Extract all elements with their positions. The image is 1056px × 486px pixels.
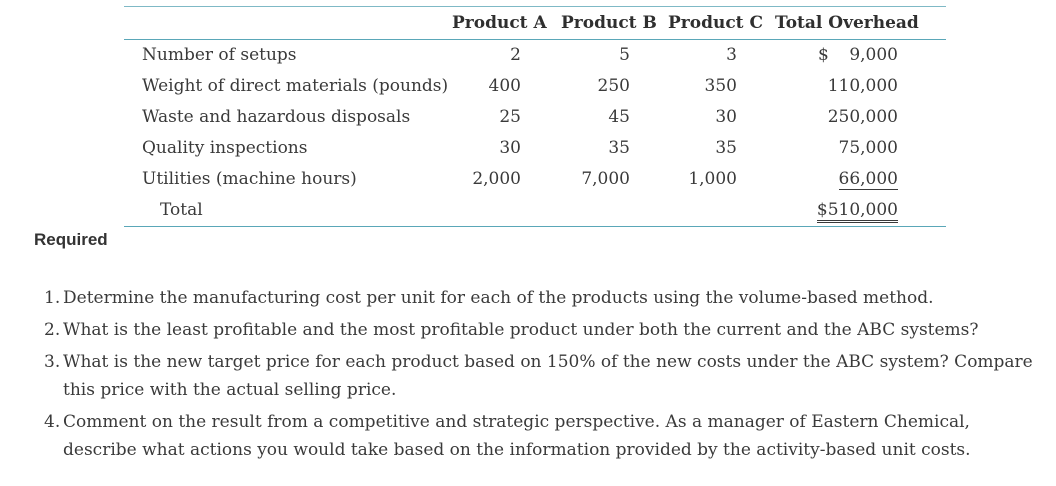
cell-product-b: 7,000 xyxy=(581,169,630,189)
cell-total-overhead: 9,000 xyxy=(849,45,898,65)
row-label: Number of setups xyxy=(142,45,297,65)
table-row: Utilities (machine hours) 2,000 7,000 1,… xyxy=(124,164,946,195)
cell-product-a: 30 xyxy=(499,138,521,158)
list-item: 4. Comment on the result from a competit… xyxy=(44,408,1034,464)
cell-product-c: 1,000 xyxy=(688,169,737,189)
question-number: 2. xyxy=(44,320,61,340)
total-label: Total xyxy=(160,200,203,220)
overhead-table: Product A Product B Product C Total Over… xyxy=(124,6,946,227)
list-item: 3. What is the new target price for each… xyxy=(44,348,1034,404)
question-number: 4. xyxy=(44,412,61,432)
table-total-row: Total $510,000 xyxy=(124,195,946,227)
header-product-a: Product A xyxy=(452,13,547,33)
cell-product-c: 35 xyxy=(715,138,737,158)
list-item: 1. Determine the manufacturing cost per … xyxy=(44,284,1034,312)
double-underlined-value: $510,000 xyxy=(816,200,898,223)
cell-product-a: 2 xyxy=(510,45,521,65)
question-number: 3. xyxy=(44,352,61,372)
cell-product-c: 30 xyxy=(715,107,737,127)
questions-list: 1. Determine the manufacturing cost per … xyxy=(44,284,1034,468)
table-row: Quality inspections 30 35 35 75,000 xyxy=(124,133,946,164)
list-item: 2. What is the least profitable and the … xyxy=(44,316,1034,344)
cell-product-a: 25 xyxy=(499,107,521,127)
cell-total-overhead: 66,000 xyxy=(823,169,898,190)
dollar-sign: $ xyxy=(818,45,829,65)
row-label: Weight of direct materials (pounds) xyxy=(142,76,449,96)
cell-product-b: 250 xyxy=(597,76,630,96)
grand-total: $510,000 xyxy=(816,200,898,223)
cell-product-a: 400 xyxy=(488,76,521,96)
question-text: Determine the manufacturing cost per uni… xyxy=(63,288,934,308)
header-product-c: Product C xyxy=(668,13,763,33)
row-label: Waste and hazardous disposals xyxy=(142,107,411,127)
cell-product-c: 350 xyxy=(704,76,737,96)
cell-total-overhead: 75,000 xyxy=(838,138,898,158)
cell-product-b: 45 xyxy=(608,107,630,127)
question-number: 1. xyxy=(44,288,61,308)
table-header-row: Product A Product B Product C Total Over… xyxy=(124,7,946,40)
cell-product-b: 35 xyxy=(608,138,630,158)
cell-product-a: 2,000 xyxy=(472,169,521,189)
cell-product-c: 3 xyxy=(726,45,737,65)
cell-total-overhead: 110,000 xyxy=(827,76,898,96)
underlined-value: 66,000 xyxy=(838,169,898,190)
question-text: What is the new target price for each pr… xyxy=(63,352,1033,400)
header-total-overhead: Total Overhead xyxy=(775,13,919,33)
row-label: Quality inspections xyxy=(142,138,308,158)
table-row: Number of setups 2 5 3 $ 9,000 xyxy=(124,40,946,71)
question-text: What is the least profitable and the mos… xyxy=(63,320,979,340)
question-text: Comment on the result from a competitive… xyxy=(63,412,971,460)
row-label: Utilities (machine hours) xyxy=(142,169,357,189)
table-row: Waste and hazardous disposals 25 45 30 2… xyxy=(124,102,946,133)
required-heading: Required xyxy=(34,230,108,249)
cell-product-b: 5 xyxy=(619,45,630,65)
cell-total-overhead: 250,000 xyxy=(827,107,898,127)
header-product-b: Product B xyxy=(561,13,657,33)
table-row: Weight of direct materials (pounds) 400 … xyxy=(124,71,946,102)
